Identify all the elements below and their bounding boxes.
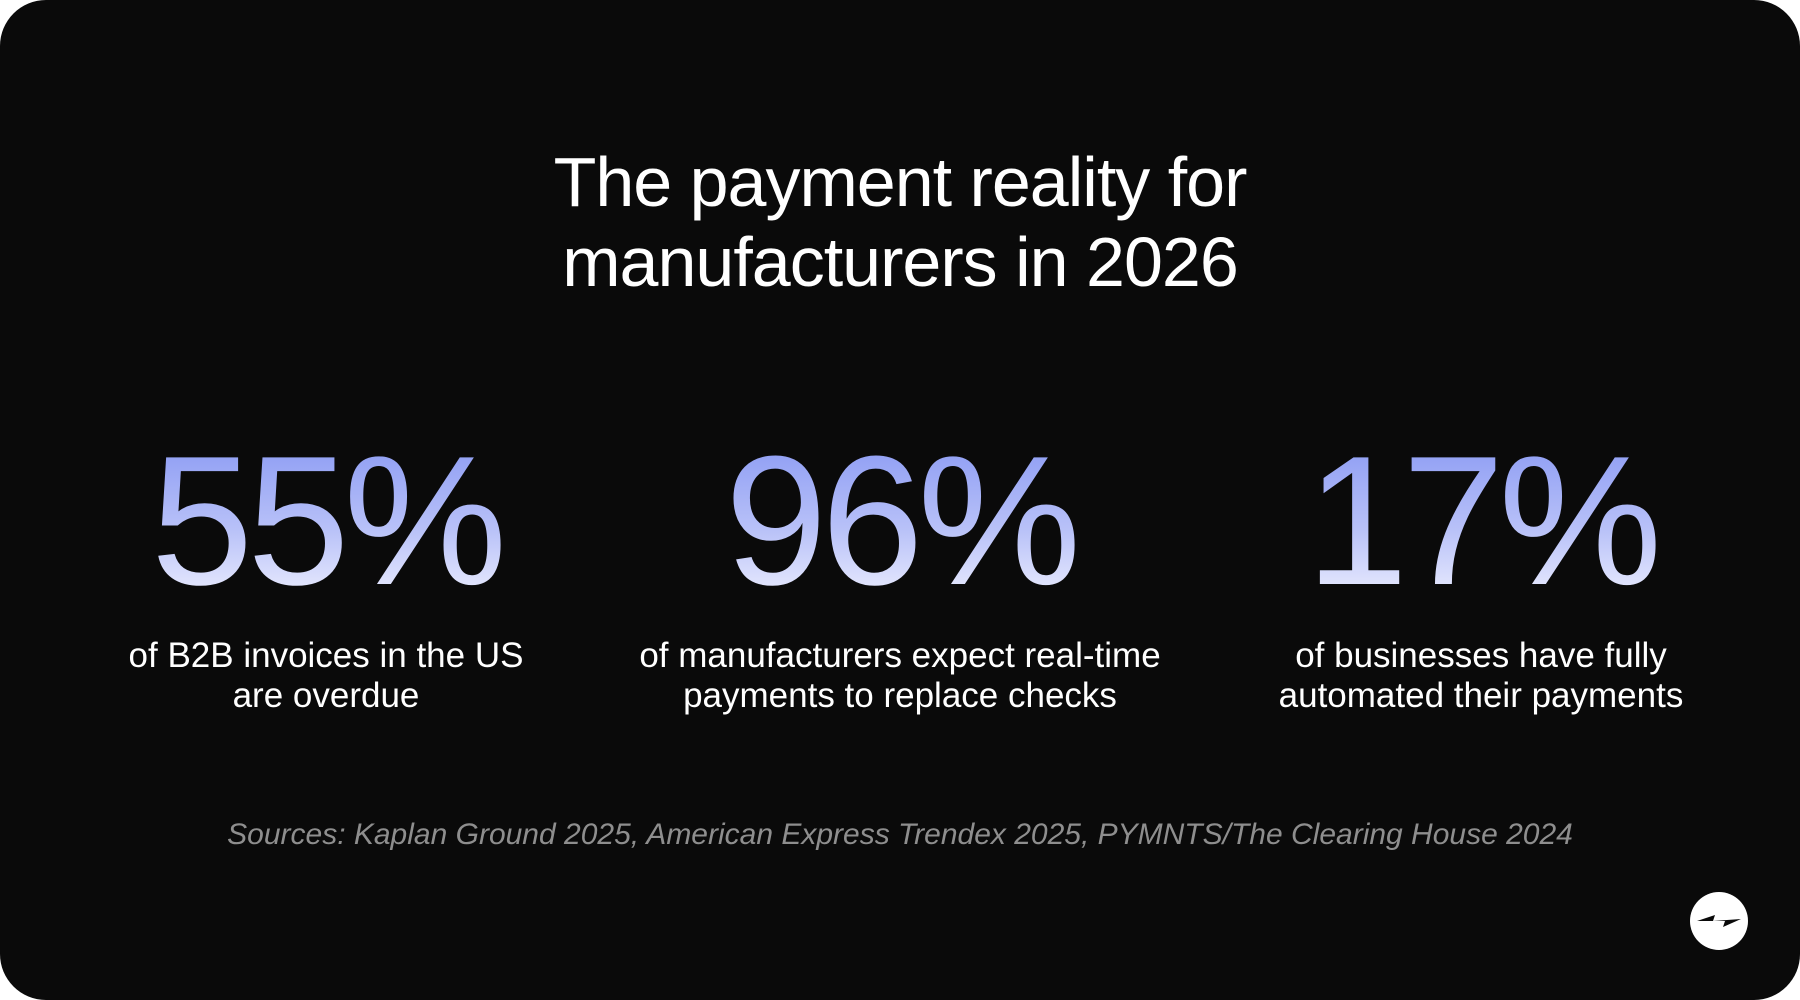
stat-description: of businesses have fully automated their… [1278, 636, 1684, 715]
stat-description: of B2B invoices in the US are overdue [128, 636, 524, 715]
stat-value: 96% [620, 428, 1180, 612]
stat: 96% of manufacturers expect real-time pay… [620, 428, 1180, 716]
stat-value: 17% [1201, 428, 1761, 612]
sources: Sources: Kaplan Ground 2025, American Ex… [227, 818, 1573, 851]
logo [1690, 892, 1748, 950]
stat-value: 55% [46, 428, 606, 612]
stat: 17% of businesses have fully automated th… [1201, 428, 1761, 716]
stat: 55% of B2B invoices in the US are overdue [46, 428, 606, 716]
stat-description: of manufacturers expect real-time paymen… [639, 636, 1161, 715]
title: The payment reality for manufacturers in… [553, 143, 1248, 301]
